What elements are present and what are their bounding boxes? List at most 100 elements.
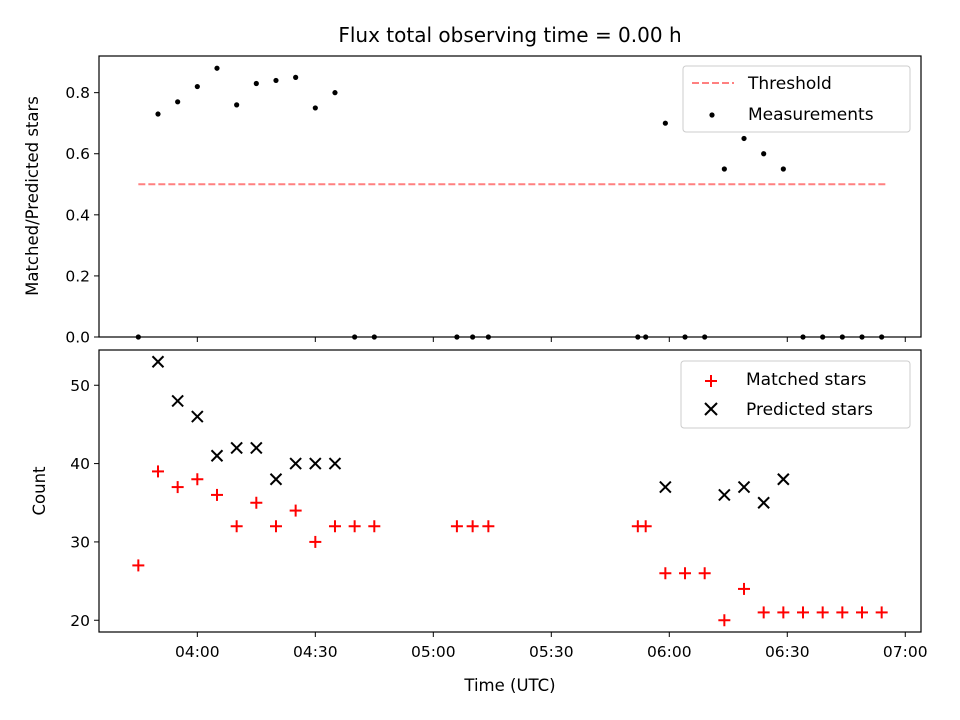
measurement-point bbox=[293, 74, 299, 80]
bottom-x-tick-label: 06:30 bbox=[765, 643, 810, 661]
bottom-y-tick-label: 30 bbox=[70, 533, 90, 551]
matched-star-point bbox=[679, 567, 692, 580]
bottom-legend-box bbox=[680, 360, 911, 429]
bottom-x-tick-label: 05:00 bbox=[411, 643, 456, 661]
measurement-point bbox=[839, 334, 845, 340]
measurement-point bbox=[470, 334, 476, 340]
top-plot-marks bbox=[135, 65, 886, 340]
bottom-legend: Matched stars Predicted stars bbox=[680, 360, 911, 429]
matched-star-point bbox=[856, 606, 869, 619]
matched-star-point bbox=[132, 559, 145, 572]
legend-measurements-swatch bbox=[709, 112, 715, 118]
measurement-point bbox=[702, 334, 708, 340]
matched-star-point bbox=[368, 520, 381, 533]
bottom-y-axis: 20 30 40 50 bbox=[70, 377, 99, 630]
top-y-axis-label: Matched/Predicted stars bbox=[23, 96, 42, 296]
measurement-point bbox=[371, 334, 377, 340]
measurement-point bbox=[214, 65, 220, 71]
legend-predicted-label: Predicted stars bbox=[746, 400, 873, 420]
measurement-point bbox=[485, 334, 491, 340]
matched-star-point bbox=[328, 520, 341, 533]
matched-star-point bbox=[230, 520, 243, 533]
matched-star-point bbox=[210, 488, 223, 501]
predicted-star-point bbox=[757, 496, 770, 509]
predicted-star-point bbox=[737, 480, 751, 494]
predicted-star-point bbox=[230, 441, 243, 455]
predicted-star-point bbox=[171, 394, 184, 408]
predicted-star-point bbox=[328, 457, 342, 470]
bottom-x-tick-label: 06:00 bbox=[647, 643, 692, 661]
matched-star-point bbox=[482, 520, 495, 533]
top-panel: Flux total observing time = 0.00 h 0.00.… bbox=[23, 23, 922, 347]
bottom-plot-marks bbox=[132, 355, 888, 627]
predicted-star-point bbox=[289, 457, 302, 470]
measurement-point bbox=[135, 334, 141, 340]
top-y-axis: 0.0 0.2 0.4 0.6 0.8 bbox=[65, 84, 99, 347]
measurement-point bbox=[879, 334, 885, 340]
measurement-point bbox=[780, 166, 786, 172]
matched-star-point bbox=[816, 606, 829, 619]
predicted-star-point bbox=[250, 441, 263, 455]
legend-matched-swatch bbox=[705, 375, 717, 387]
predicted-star-point bbox=[191, 410, 204, 423]
measurement-point bbox=[761, 151, 767, 157]
matched-star-point bbox=[309, 535, 322, 548]
legend-threshold-label: Threshold bbox=[747, 74, 832, 94]
predicted-star-point bbox=[151, 355, 165, 368]
measurement-point bbox=[332, 90, 338, 96]
measurement-point bbox=[721, 166, 727, 172]
matched-star-point bbox=[738, 582, 751, 595]
bottom-x-tick-label: 05:30 bbox=[529, 643, 574, 661]
matched-star-point bbox=[757, 606, 770, 619]
measurement-point bbox=[352, 334, 358, 340]
matched-star-point bbox=[171, 481, 184, 494]
measurement-point bbox=[800, 334, 806, 340]
predicted-star-point bbox=[659, 480, 672, 494]
legend-predicted-swatch bbox=[704, 402, 718, 416]
top-y-tick-label: 0.6 bbox=[65, 145, 90, 163]
matched-star-point bbox=[289, 504, 302, 517]
predicted-star-point bbox=[309, 457, 322, 470]
matched-star-point bbox=[348, 520, 361, 533]
bottom-y-tick-label: 40 bbox=[70, 455, 90, 473]
matched-star-point bbox=[875, 606, 888, 619]
top-y-tick-label: 0.8 bbox=[65, 84, 90, 102]
measurement-point bbox=[312, 105, 318, 111]
measurement-point bbox=[820, 334, 826, 340]
bottom-x-tick-label: 04:00 bbox=[175, 643, 220, 661]
predicted-star-point bbox=[777, 473, 790, 486]
measurement-point bbox=[682, 334, 688, 340]
matched-star-point bbox=[151, 465, 164, 478]
measurement-point bbox=[662, 120, 668, 126]
matched-star-point bbox=[639, 520, 652, 533]
measurement-point bbox=[234, 102, 240, 108]
top-y-tick-label: 0.2 bbox=[65, 267, 90, 285]
bottom-x-tick-label: 07:00 bbox=[883, 643, 928, 661]
measurement-point bbox=[635, 334, 641, 340]
matched-star-point bbox=[659, 567, 672, 580]
matched-star-point bbox=[797, 606, 810, 619]
measurement-point bbox=[155, 111, 161, 117]
matched-star-point bbox=[250, 496, 263, 509]
predicted-star-point bbox=[718, 488, 731, 502]
bottom-plot-frame bbox=[98, 349, 922, 633]
top-y-tick-label: 0.4 bbox=[65, 206, 90, 224]
bottom-y-tick-label: 20 bbox=[70, 612, 90, 630]
matched-star-point bbox=[836, 606, 849, 619]
legend-matched-label: Matched stars bbox=[746, 370, 866, 390]
bottom-x-axis: 04:00 04:30 05:00 05:30 06:00 06:30 07:00 bbox=[175, 632, 928, 661]
bottom-y-axis-label: Count bbox=[30, 466, 49, 516]
matched-star-point bbox=[718, 614, 731, 627]
bottom-x-axis-label: Time (UTC) bbox=[463, 676, 555, 695]
matched-star-point bbox=[450, 520, 463, 533]
top-legend-box bbox=[682, 65, 911, 133]
measurement-point bbox=[859, 334, 865, 340]
legend-measurements-label: Measurements bbox=[748, 105, 874, 125]
measurement-point bbox=[741, 135, 747, 142]
matched-star-point bbox=[466, 520, 479, 533]
top-chart-title: Flux total observing time = 0.00 h bbox=[338, 23, 681, 47]
measurement-point bbox=[273, 77, 279, 84]
top-x-axis-ticks bbox=[196, 337, 906, 342]
measurement-point bbox=[454, 334, 460, 340]
